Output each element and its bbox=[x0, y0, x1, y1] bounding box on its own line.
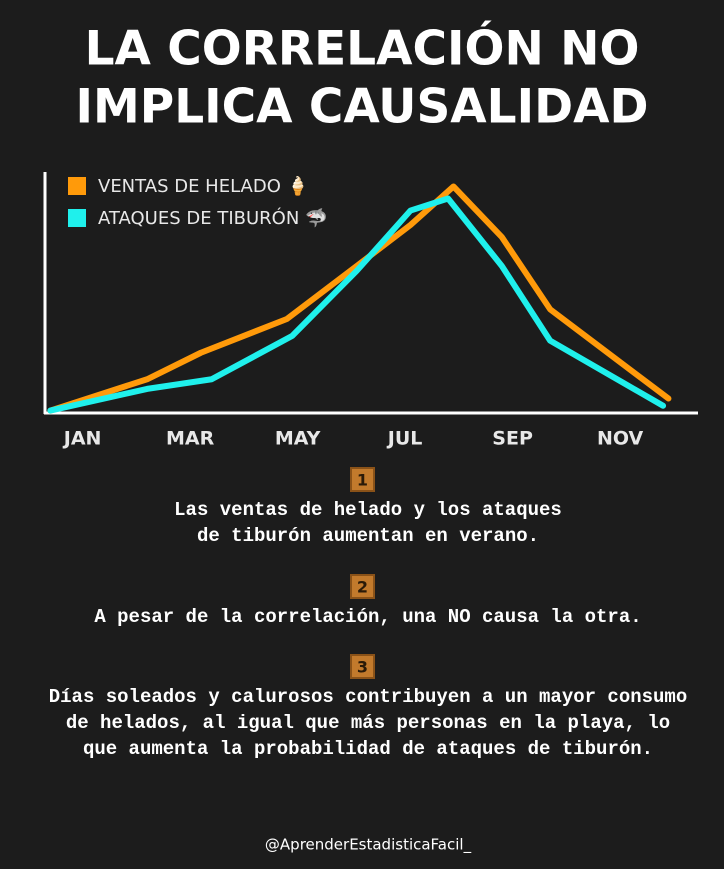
note-number: 2 bbox=[357, 578, 368, 597]
note-text: Las ventas de helado y los ataques bbox=[174, 499, 562, 521]
x-tick-label: JAN bbox=[62, 428, 102, 450]
note-text: que aumenta la probabilidad de ataques d… bbox=[83, 738, 653, 760]
series-line bbox=[47, 183, 672, 414]
note-number-box bbox=[350, 467, 375, 492]
x-tick-label: JUL bbox=[386, 428, 423, 450]
legend-swatch bbox=[68, 177, 86, 195]
series-line bbox=[47, 195, 667, 414]
x-tick-label: NOV bbox=[597, 428, 644, 450]
note-number-box bbox=[350, 654, 375, 679]
x-tick-label: MAR bbox=[166, 428, 215, 450]
note-number-box bbox=[350, 574, 375, 599]
note-text: de helados, al igual que más personas en… bbox=[66, 712, 670, 734]
x-tick-label: MAY bbox=[275, 428, 321, 450]
note-number: 3 bbox=[357, 658, 368, 677]
legend-swatch bbox=[68, 209, 86, 227]
note-text: A pesar de la correlación, una NO causa … bbox=[94, 606, 641, 628]
legend-label: VENTAS DE HELADO 🍦 bbox=[98, 175, 309, 197]
note-text: Días soleados y calurosos contribuyen a … bbox=[49, 686, 688, 708]
x-tick-label: SEP bbox=[492, 428, 533, 450]
note-text: de tiburón aumentan en verano. bbox=[197, 525, 539, 547]
note-number: 1 bbox=[357, 471, 368, 490]
footer-handle: @AprenderEstadisticaFacil_ bbox=[265, 836, 472, 855]
legend-label: ATAQUES DE TIBURÓN 🦈 bbox=[98, 207, 327, 229]
title: LA CORRELACIÓN NO bbox=[85, 22, 640, 77]
title: IMPLICA CAUSALIDAD bbox=[75, 80, 648, 135]
